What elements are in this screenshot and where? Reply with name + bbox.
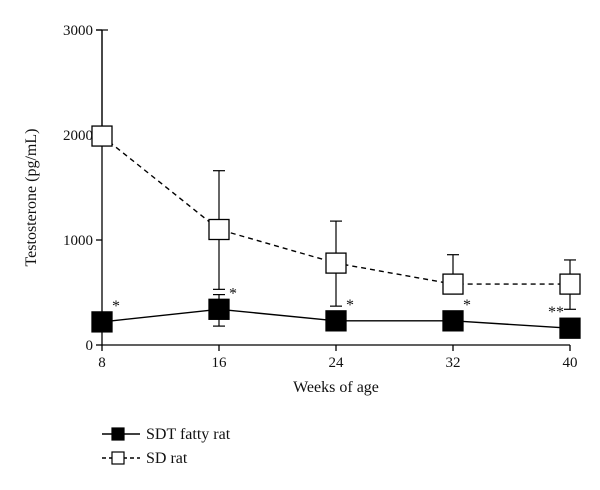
- legend-item-sd-rat: SD rat: [102, 450, 188, 467]
- data-point-sd-rat: [325, 252, 347, 274]
- significance-marker: *: [229, 285, 237, 302]
- legend-label-sdt-fatty-rat: SDT fatty rat: [146, 426, 231, 443]
- data-point-sd-rat: [208, 218, 230, 241]
- x-tick-label: 8: [98, 355, 106, 371]
- y-tick-label: 1000: [63, 233, 93, 249]
- significance-marker: *: [112, 298, 120, 315]
- significance-marker: **: [548, 304, 564, 321]
- x-axis-title: Weeks of age: [293, 379, 379, 396]
- legend-item-sdt-fatty-rat: SDT fatty rat: [102, 426, 231, 443]
- legend-label-sd-rat: SD rat: [146, 450, 188, 467]
- data-point-sdt-fatty-rat: [442, 310, 464, 332]
- data-point-sd-rat: [442, 273, 464, 295]
- y-axis-title: Testosterone (pg/mL): [23, 129, 40, 267]
- x-tick-label: 40: [563, 355, 578, 371]
- y-tick-label: 3000: [63, 23, 93, 39]
- x-tick-label: 32: [446, 355, 461, 371]
- legend-marker-sdt-fatty-rat: [111, 427, 125, 441]
- data-point-sd-rat: [559, 273, 581, 295]
- data-point-sdt-fatty-rat: [559, 317, 581, 339]
- y-tick-label: 0: [86, 338, 94, 354]
- data-point-sdt-fatty-rat: [208, 298, 230, 320]
- significance-marker: *: [463, 297, 471, 314]
- significance-marker: *: [346, 297, 354, 314]
- data-point-sd-rat: [91, 125, 113, 147]
- x-tick-label: 24: [329, 355, 345, 371]
- data-point-sdt-fatty-rat: [91, 311, 113, 333]
- y-tick-label: 2000: [63, 128, 93, 144]
- legend-marker-sd-rat: [111, 451, 125, 465]
- data-point-sdt-fatty-rat: [325, 310, 347, 332]
- x-tick-label: 16: [212, 355, 228, 371]
- legend: SDT fatty rat SD rat: [102, 426, 231, 467]
